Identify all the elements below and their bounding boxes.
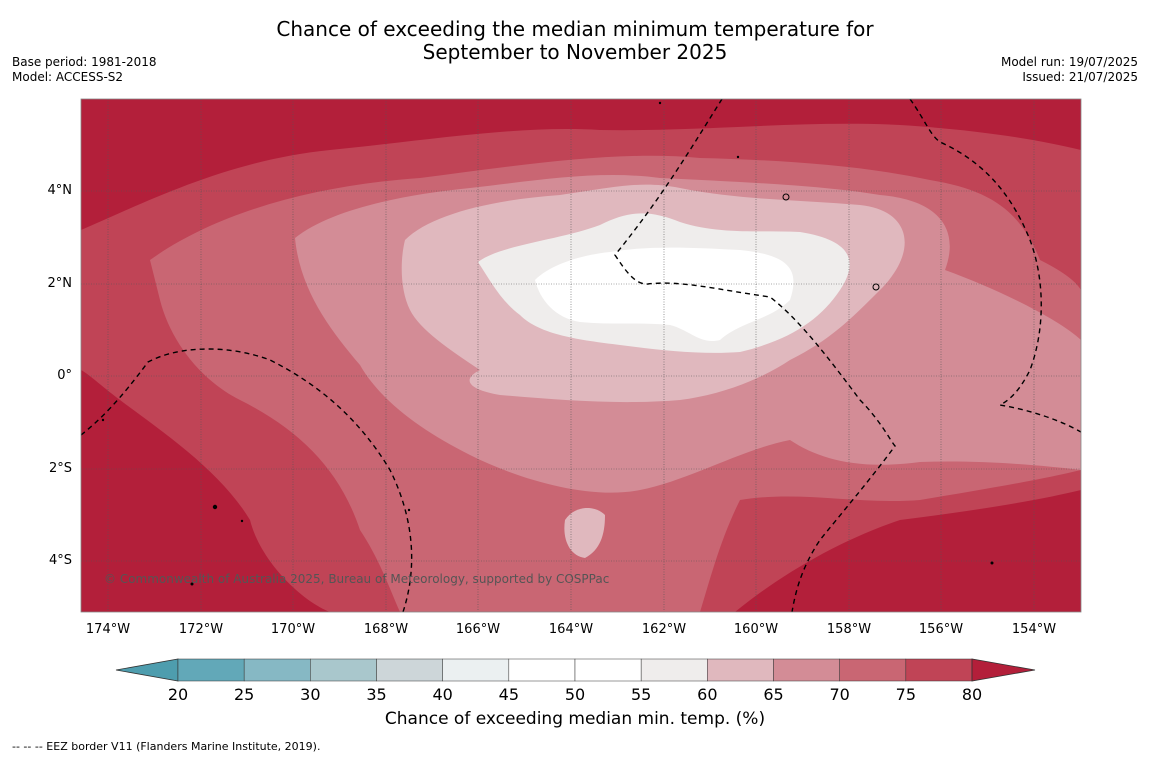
islands bbox=[101, 101, 994, 586]
longitude-tick-label: 154°W bbox=[1011, 622, 1057, 637]
island bbox=[190, 582, 194, 586]
island bbox=[782, 193, 790, 201]
colorbar-segment bbox=[574, 658, 642, 682]
longitude-tick-label: 170°W bbox=[270, 622, 316, 637]
colorbar-tick-label: 40 bbox=[432, 685, 453, 704]
colorbar-tick-label: 35 bbox=[366, 685, 387, 704]
colorbar-title: Chance of exceeding median min. temp. (%… bbox=[384, 709, 766, 729]
island bbox=[990, 561, 994, 565]
copyright-notice: © Commonwealth of Australia 2025, Bureau… bbox=[104, 572, 610, 586]
meta-left: Base period: 1981-2018 Model: ACCESS-S2 bbox=[12, 55, 157, 85]
colorbar-tick-label: 45 bbox=[498, 685, 519, 704]
band-60-65-south bbox=[564, 508, 605, 558]
colorbar-tick-label: 55 bbox=[630, 685, 652, 704]
eez-border-west bbox=[81, 348, 413, 612]
latitude-tick-label: 0° bbox=[57, 368, 72, 383]
colorbar-segment bbox=[177, 658, 245, 682]
longitude-tick-label: 174°W bbox=[85, 622, 131, 637]
longitude-tick-label: 156°W bbox=[918, 622, 964, 637]
latitude-tick-label: 2°S bbox=[48, 461, 72, 476]
colorbar-tick-label: 80 bbox=[961, 685, 983, 704]
longitude-tick-label: 160°W bbox=[733, 622, 779, 637]
colorbar-segment bbox=[508, 658, 576, 682]
latitude-tick-label: 4°N bbox=[47, 183, 73, 198]
model-run: Model run: 19/07/2025 bbox=[1000, 55, 1138, 69]
model-name: Model: ACCESS-S2 bbox=[12, 70, 124, 84]
colorbar-tick-label: 65 bbox=[763, 685, 784, 704]
colorbar-segment bbox=[905, 658, 973, 682]
colorbar-segment bbox=[773, 658, 840, 682]
island bbox=[872, 283, 880, 291]
eez-border-east bbox=[909, 99, 1081, 433]
chart-title: Chance of exceeding the median minimum t… bbox=[0, 18, 1150, 64]
probability-field bbox=[81, 99, 1081, 612]
meta-right: Model run: 19/07/2025 Issued: 21/07/2025 bbox=[1001, 55, 1138, 85]
graticule bbox=[81, 99, 1081, 612]
latitude-tick-label: 2°N bbox=[47, 276, 73, 291]
longitude-tick-label: 172°W bbox=[178, 622, 224, 637]
base-period: Base period: 1981-2018 bbox=[12, 55, 157, 69]
colorbar-segment bbox=[310, 658, 377, 682]
longitude-tick-label: 168°W bbox=[363, 622, 409, 637]
island bbox=[240, 519, 244, 523]
longitude-tick-label: 166°W bbox=[455, 622, 501, 637]
latitude-tick-label: 4°S bbox=[48, 553, 72, 568]
title-line-2: September to November 2025 bbox=[422, 40, 728, 64]
island bbox=[736, 155, 740, 159]
colorbar-segment bbox=[376, 658, 443, 682]
colorbar-segment bbox=[839, 658, 907, 682]
colorbar-low-extension bbox=[115, 658, 179, 682]
island bbox=[212, 504, 218, 510]
island bbox=[407, 508, 411, 512]
colorbar-segment bbox=[243, 658, 311, 682]
longitude-tick-label: 162°W bbox=[641, 622, 687, 637]
eez-footnote: -- -- -- EEZ border V11 (Flanders Marine… bbox=[12, 740, 321, 753]
colorbar-tick-label: 20 bbox=[167, 685, 189, 704]
eez-border-central bbox=[614, 99, 896, 612]
colorbar-tick-label: 50 bbox=[564, 685, 586, 704]
eez-borders bbox=[81, 99, 1081, 612]
longitude-tick-label: 164°W bbox=[548, 622, 594, 637]
island bbox=[101, 418, 105, 422]
longitude-tick-label: 158°W bbox=[826, 622, 872, 637]
colorbar-tick-label: 70 bbox=[829, 685, 850, 704]
colorbar-tick-label: 25 bbox=[233, 685, 255, 704]
colorbar-segment bbox=[707, 658, 774, 682]
colorbar-segment bbox=[442, 658, 510, 682]
colorbar-tick-label: 75 bbox=[895, 685, 916, 704]
title-line-1: Chance of exceeding the median minimum t… bbox=[276, 17, 874, 41]
colorbar-tick-label: 30 bbox=[300, 685, 321, 704]
issued-date: Issued: 21/07/2025 bbox=[1022, 70, 1138, 84]
colorbar-tick-label: 60 bbox=[697, 685, 718, 704]
map-frame bbox=[80, 98, 1082, 613]
colorbar-segment bbox=[640, 658, 708, 682]
colorbar bbox=[115, 658, 1036, 682]
island bbox=[658, 101, 662, 105]
colorbar-high-extension bbox=[971, 658, 1036, 682]
